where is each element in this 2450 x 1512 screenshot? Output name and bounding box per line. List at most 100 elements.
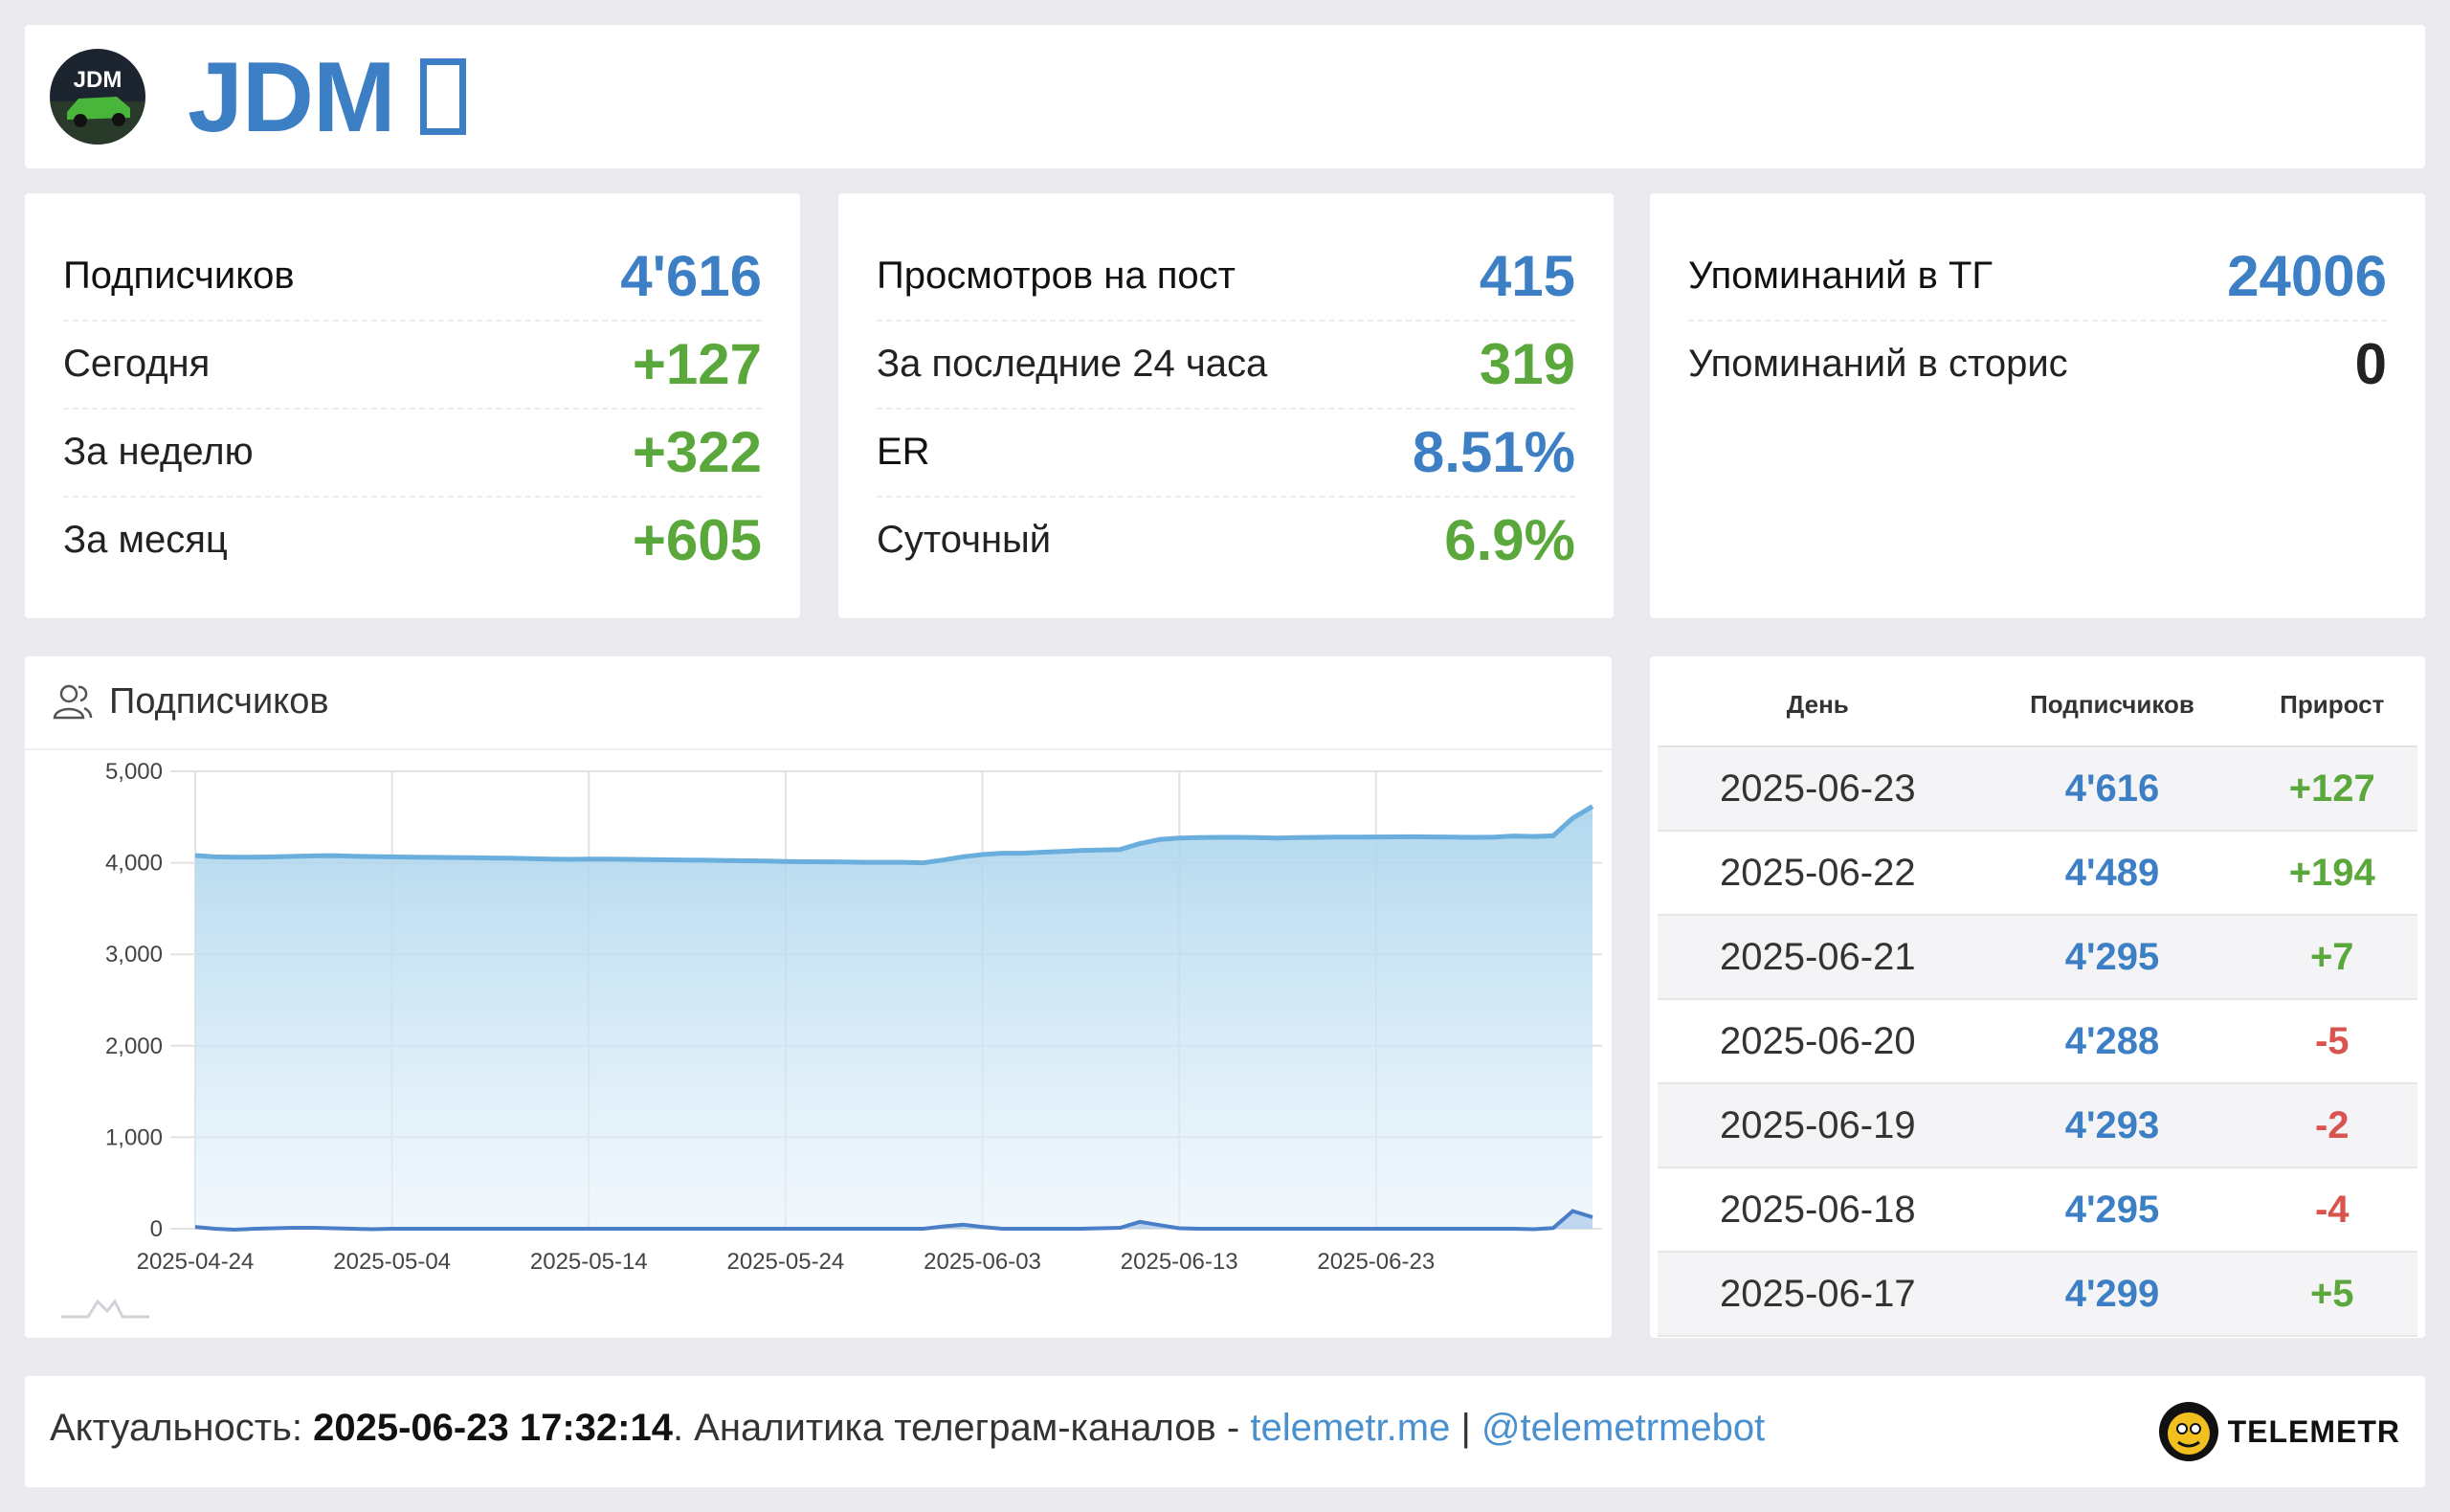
cell-subscribers: 4'288 [1977, 999, 2247, 1084]
stat-value: 24006 [2227, 244, 2387, 308]
y-tick-label: 2,000 [105, 1034, 163, 1059]
stat-label: Суточный [877, 519, 1052, 561]
stat-label: ER [877, 431, 930, 473]
stat-row-daily-er: Суточный 6.9% [877, 498, 1575, 586]
stat-value: 415 [1479, 244, 1575, 308]
y-tick-label: 5,000 [105, 759, 163, 785]
stat-value: +127 [632, 332, 762, 396]
stat-row-last-24h: За последние 24 часа 319 [877, 322, 1575, 410]
column-header-subscribers[interactable]: Подписчиков [1977, 664, 2247, 747]
series-area-subscribers [195, 806, 1592, 1229]
x-tick-label: 2025-06-23 [1317, 1249, 1435, 1275]
stat-row-views-per-post: Просмотров на пост 415 [877, 233, 1575, 322]
subscribers-stats-card: Подписчиков 4'616 Сегодня +127 За неделю… [25, 193, 800, 618]
stat-label: За последние 24 часа [877, 343, 1268, 385]
site-link[interactable]: telemetr.me [1250, 1407, 1451, 1449]
footer-prefix: Актуальность: [50, 1407, 314, 1449]
emoji-placeholder-icon [419, 58, 466, 135]
stat-row-today: Сегодня +127 [63, 322, 762, 410]
cell-day: 2025-06-23 [1658, 746, 1978, 832]
y-tick-label: 3,000 [105, 942, 163, 967]
cell-growth: +5 [2246, 1252, 2417, 1337]
user-icon [53, 684, 93, 720]
stat-label: За месяц [63, 519, 228, 561]
mentions-stats-card: Упоминаний в ТГ 24006 Упоминаний в стори… [1650, 193, 2425, 618]
channel-header: JDM JDM [25, 25, 2425, 168]
stat-value: +605 [632, 508, 762, 572]
cell-subscribers: 4'293 [1977, 1083, 2247, 1168]
cell-day: 2025-06-19 [1658, 1083, 1978, 1168]
stat-row-subscribers: Подписчиков 4'616 [63, 233, 762, 322]
cell-day: 2025-06-20 [1658, 999, 1978, 1084]
column-header-growth[interactable]: Прирост [2246, 664, 2417, 747]
stat-row-er: ER 8.51% [877, 410, 1575, 498]
bot-link[interactable]: @telemetrmebot [1481, 1407, 1766, 1449]
x-tick-label: 2025-05-14 [530, 1249, 648, 1275]
table-row[interactable]: 2025-06-19 4'293 -2 [1658, 1083, 2417, 1168]
telemetr-mascot-icon [2158, 1402, 2218, 1461]
stat-value: 319 [1479, 332, 1575, 396]
table-row[interactable]: 2025-06-17 4'299 +5 [1658, 1252, 2417, 1337]
x-tick-label: 2025-06-03 [924, 1249, 1041, 1275]
cell-growth: +7 [2246, 915, 2417, 1000]
stat-label: Сегодня [63, 343, 211, 385]
column-header-day[interactable]: День [1658, 664, 1978, 747]
x-tick-label: 2025-05-04 [333, 1249, 451, 1275]
table-row[interactable]: 2025-06-22 4'489 +194 [1658, 831, 2417, 916]
y-tick-label: 1,000 [105, 1124, 163, 1150]
table-header-row: День Подписчиков Прирост [1658, 664, 2417, 747]
cell-growth: +194 [2246, 831, 2417, 916]
daily-subscribers-table: День Подписчиков Прирост 2025-06-23 4'616… [1658, 664, 2417, 1337]
cell-day: 2025-06-22 [1658, 831, 1978, 916]
x-tick-label: 2025-06-13 [1121, 1249, 1238, 1275]
cell-subscribers: 4'299 [1977, 1252, 2247, 1337]
series-line-subscribers [194, 804, 1594, 866]
footer-timestamp: 2025-06-23 17:32:14 [313, 1407, 673, 1449]
stat-value: 8.51% [1412, 420, 1575, 484]
footer-middle: . Аналитика телеграм-каналов - [672, 1407, 1251, 1449]
cell-subscribers: 4'295 [1977, 1167, 2247, 1253]
stat-label: Подписчиков [63, 255, 295, 297]
cell-subscribers: 4'295 [1977, 915, 2247, 1000]
y-tick-label: 4,000 [105, 851, 163, 877]
stat-value: 4'616 [620, 244, 762, 308]
footer: Актуальность: 2025-06-23 17:32:14. Анали… [25, 1376, 2425, 1487]
y-tick-label: 0 [150, 1216, 163, 1242]
cell-growth: -4 [2246, 1167, 2417, 1253]
series-line-growth [194, 1209, 1593, 1233]
stat-row-tg-mentions: Упоминаний в ТГ 24006 [1688, 233, 2387, 322]
table-row[interactable]: 2025-06-23 4'616 +127 [1658, 746, 2417, 832]
stat-label: Упоминаний в ТГ [1688, 255, 1993, 297]
subscribers-table-card: День Подписчиков Прирост 2025-06-23 4'616… [1650, 656, 2425, 1338]
svg-text:JDM: JDM [74, 67, 122, 93]
stat-value: 6.9% [1444, 508, 1575, 572]
telemetr-logo[interactable]: TELEMETR [2158, 1401, 2400, 1462]
stat-label: Просмотров на пост [877, 255, 1236, 297]
table-row[interactable]: 2025-06-18 4'295 -4 [1658, 1167, 2417, 1253]
stat-row-week: За неделю +322 [63, 410, 762, 498]
stat-value: +322 [632, 420, 762, 484]
chart-navigator-icon[interactable] [59, 1288, 151, 1321]
subscribers-area-chart[interactable]: 5,000 4,000 3,000 2,000 1,000 0 2025-04-24 2025… [25, 750, 1612, 1286]
cell-day: 2025-06-18 [1658, 1167, 1978, 1253]
cell-growth: +127 [2246, 746, 2417, 832]
chart-title: Подписчиков [109, 681, 329, 722]
table-row[interactable]: 2025-06-20 4'288 -5 [1658, 999, 2417, 1084]
footer-separator: | [1450, 1407, 1481, 1449]
chart-header: Подписчиков [25, 656, 1612, 750]
channel-title: JDM [188, 45, 466, 150]
footer-text: Актуальность: 2025-06-23 17:32:14. Анали… [50, 1407, 1765, 1450]
stat-row-story-mentions: Упоминаний в сторис 0 [1688, 322, 2387, 410]
stat-value: 0 [2354, 332, 2387, 396]
cell-growth: -2 [2246, 1083, 2417, 1168]
stat-row-month: За месяц +605 [63, 498, 762, 586]
cell-subscribers: 4'489 [1977, 831, 2247, 916]
stat-label: Упоминаний в сторис [1688, 343, 2068, 385]
table-row[interactable]: 2025-06-21 4'295 +7 [1658, 915, 2417, 1000]
channel-avatar[interactable]: JDM [50, 49, 145, 145]
cell-day: 2025-06-17 [1658, 1252, 1978, 1337]
x-tick-label: 2025-05-24 [727, 1249, 845, 1275]
views-stats-card: Просмотров на пост 415 За последние 24 ч… [838, 193, 1614, 618]
subscribers-chart-card: Подписчиков 5,000 4,000 3,000 2,000 1,000 0 20… [25, 656, 1612, 1338]
stat-label: За неделю [63, 431, 254, 473]
